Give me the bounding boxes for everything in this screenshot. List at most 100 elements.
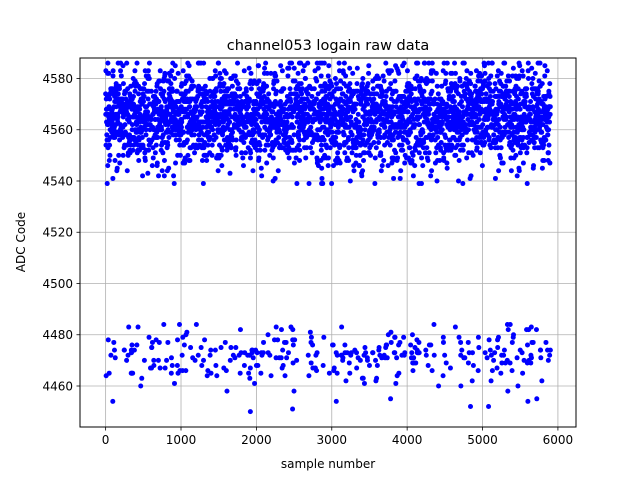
data-point [429,368,435,374]
data-point [507,360,513,366]
data-point [149,345,155,351]
data-point [473,114,479,120]
data-point [465,360,471,366]
data-point [193,322,199,327]
data-point [302,76,308,81]
data-point [226,111,232,117]
data-point [438,140,444,146]
data-point [106,370,112,376]
data-point [489,60,495,66]
data-point [495,334,501,340]
data-point [288,91,294,97]
data-point [156,99,162,105]
data-point [187,76,193,81]
data-point [528,324,534,330]
data-point [338,86,344,92]
data-point [462,355,468,361]
data-point [521,127,527,133]
data-point [124,168,130,174]
data-point [525,76,531,81]
data-point [180,68,186,74]
data-point [420,145,426,151]
data-point [130,93,136,99]
data-point [353,152,359,158]
data-point [279,68,285,74]
data-point [533,327,539,333]
data-point [488,145,494,151]
data-point [444,60,450,66]
data-point [547,81,553,87]
data-point [419,155,425,161]
data-point [213,363,219,368]
data-point [476,345,482,351]
data-point [264,160,270,166]
data-point [381,158,387,163]
data-point [202,337,208,343]
data-point [528,99,534,105]
data-point [509,142,515,148]
data-point [145,68,151,74]
data-point [487,93,493,99]
data-point [256,63,262,69]
data-point [529,81,535,87]
data-point [486,337,492,343]
data-point [283,339,289,345]
data-point [354,65,360,71]
data-point [412,122,418,128]
data-point [264,70,270,76]
data-point [380,88,386,94]
data-point [327,145,333,151]
data-point [217,70,223,76]
data-point [341,132,347,138]
data-point [343,378,349,384]
data-point [455,142,461,148]
data-point [278,63,284,69]
data-point [538,347,544,353]
data-point [329,83,335,89]
data-point [213,86,219,92]
data-point [245,104,251,110]
data-point [156,339,162,345]
data-point [426,111,432,117]
data-point [348,350,354,356]
data-point [378,152,384,158]
data-point [347,99,353,105]
x-axis-label: sample number [281,457,375,471]
data-point [314,368,320,374]
data-point [413,147,418,153]
data-point [321,137,327,143]
data-point [239,150,245,156]
data-point [318,142,324,148]
data-point [426,60,432,66]
data-point [132,88,138,94]
data-point [207,352,213,358]
data-point [165,339,171,345]
data-point [209,142,215,148]
data-point [371,96,377,102]
data-point [315,65,321,71]
data-point [392,334,398,340]
data-point [359,96,365,102]
data-point [524,181,530,187]
data-point [161,158,167,163]
data-point [158,104,164,110]
data-point [120,96,126,102]
data-point [171,173,177,179]
data-point [427,106,433,112]
data-point [347,178,353,184]
data-point [280,363,286,368]
data-point [184,329,190,335]
data-point [516,168,522,174]
data-point [489,368,495,374]
data-point [393,380,399,386]
data-point [333,134,339,140]
data-point [171,181,177,187]
data-point [115,114,121,120]
data-point [174,88,180,94]
data-point [374,363,380,368]
data-point [246,96,252,102]
data-point [153,142,159,148]
data-point [153,88,159,94]
data-point [372,181,378,187]
data-point [398,168,404,174]
